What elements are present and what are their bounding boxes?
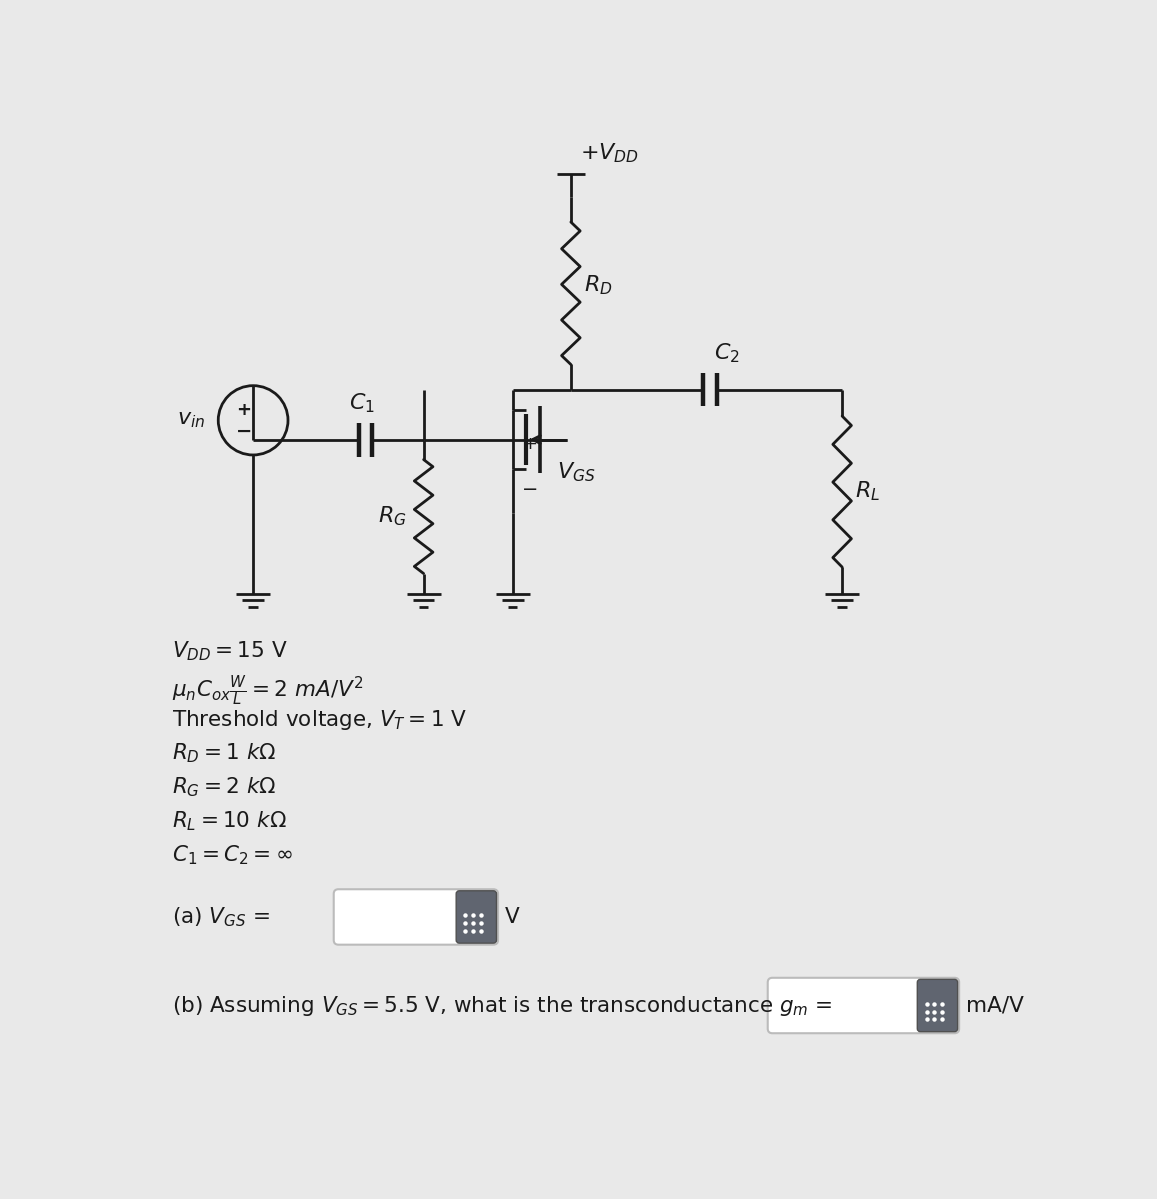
Text: V: V: [504, 906, 519, 927]
Text: $C_1 = C_2 = \infty$: $C_1 = C_2 = \infty$: [171, 843, 293, 867]
Text: $V_{GS}$: $V_{GS}$: [557, 460, 596, 484]
Text: +: +: [522, 435, 537, 453]
Text: $+V_{DD}$: $+V_{DD}$: [580, 141, 639, 164]
Text: $V_{DD} = 15$ V: $V_{DD} = 15$ V: [171, 640, 287, 663]
Text: $R_L = 10\ k\Omega$: $R_L = 10\ k\Omega$: [171, 809, 287, 833]
Text: −: −: [522, 481, 538, 500]
Text: $\mu_n C_{ox} \frac{W}{L} = 2\ mA/V^2$: $\mu_n C_{ox} \frac{W}{L} = 2\ mA/V^2$: [171, 674, 363, 709]
FancyBboxPatch shape: [918, 980, 958, 1031]
Text: Threshold voltage, $V_T = 1$ V: Threshold voltage, $V_T = 1$ V: [171, 707, 467, 731]
Text: (a) $V_{GS}$ =: (a) $V_{GS}$ =: [171, 905, 270, 929]
Text: −: −: [236, 422, 252, 441]
FancyBboxPatch shape: [333, 890, 498, 945]
Text: $R_D$: $R_D$: [584, 273, 613, 297]
FancyBboxPatch shape: [456, 891, 496, 944]
FancyBboxPatch shape: [768, 978, 959, 1034]
Text: $R_D = 1\ k\Omega$: $R_D = 1\ k\Omega$: [171, 741, 277, 765]
Text: $C_2$: $C_2$: [714, 342, 740, 364]
Text: (b) Assuming $V_{GS} = 5.5$ V, what is the transconductance $g_m$ =: (b) Assuming $V_{GS} = 5.5$ V, what is t…: [171, 994, 832, 1018]
Text: $C_1$: $C_1$: [348, 391, 375, 415]
Text: $R_L$: $R_L$: [855, 480, 880, 504]
Text: $R_G$: $R_G$: [378, 505, 406, 529]
Text: mA/V: mA/V: [966, 995, 1024, 1016]
Text: +: +: [236, 402, 251, 420]
Text: $v_{in}$: $v_{in}$: [177, 410, 205, 430]
Text: $R_G = 2\ k\Omega$: $R_G = 2\ k\Omega$: [171, 776, 277, 799]
